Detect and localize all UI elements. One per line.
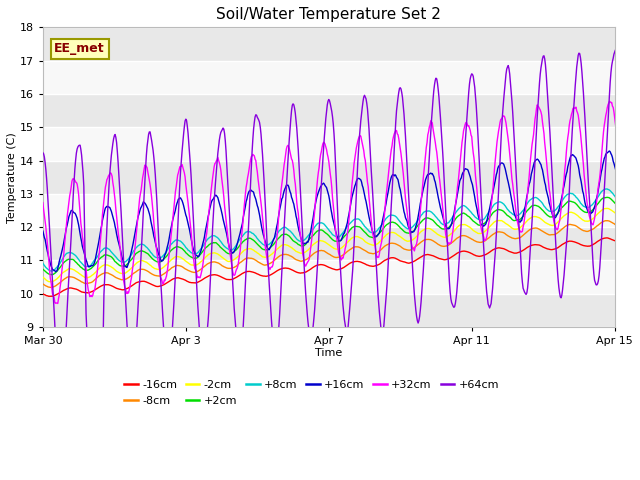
Bar — [43, 127, 614, 160]
Legend: -16cm, -8cm, -2cm, +2cm, +8cm, +16cm, +32cm, +64cm: -16cm, -8cm, -2cm, +2cm, +8cm, +16cm, +3… — [124, 380, 499, 406]
Bar — [43, 160, 614, 194]
Bar — [43, 261, 614, 294]
X-axis label: Time: Time — [315, 348, 342, 358]
Bar — [43, 227, 614, 261]
Title: Soil/Water Temperature Set 2: Soil/Water Temperature Set 2 — [216, 7, 441, 22]
Bar — [43, 194, 614, 227]
Text: EE_met: EE_met — [54, 42, 105, 55]
Bar — [43, 60, 614, 94]
Y-axis label: Temperature (C): Temperature (C) — [7, 132, 17, 223]
Bar — [43, 294, 614, 327]
Bar — [43, 27, 614, 60]
Bar — [43, 94, 614, 127]
